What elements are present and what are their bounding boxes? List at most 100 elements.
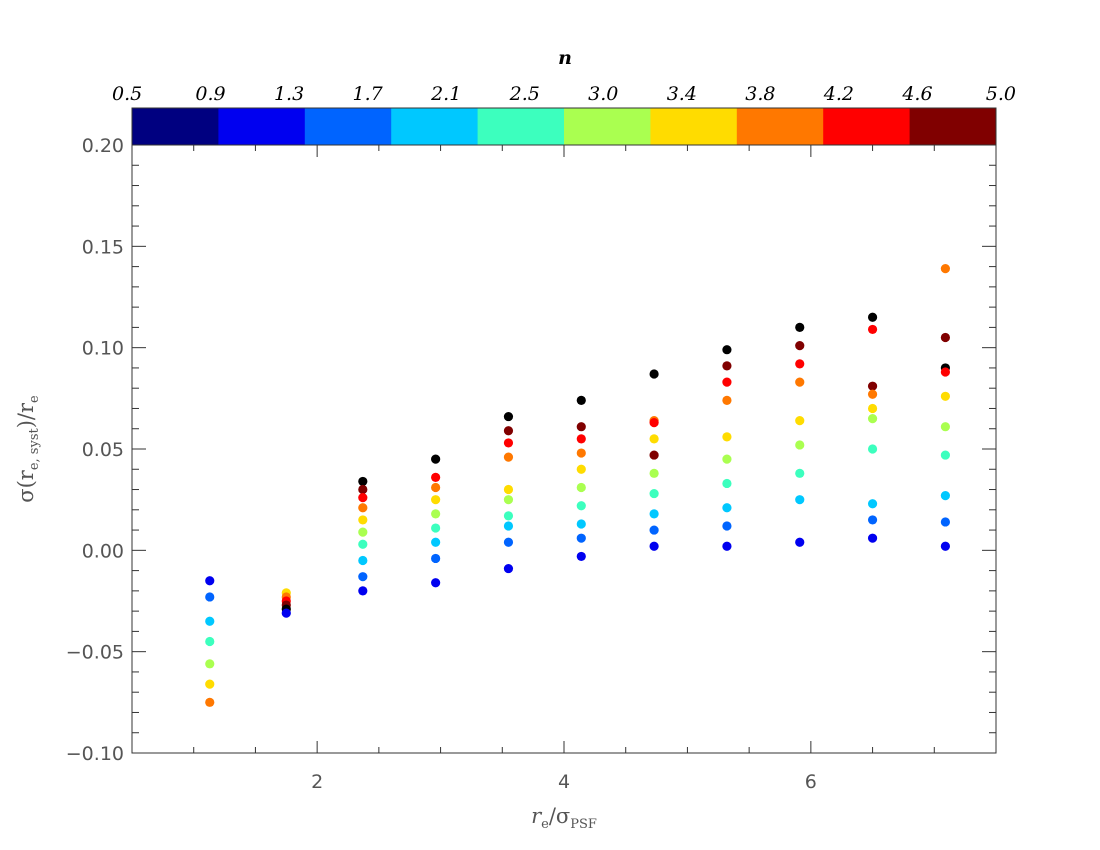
data-point — [649, 525, 659, 535]
data-point — [867, 414, 878, 424]
colorbar-tick-label: 3.4 — [667, 83, 697, 105]
data-point — [431, 472, 441, 482]
data-point — [722, 478, 732, 489]
data-point — [503, 495, 514, 505]
data-point — [576, 395, 586, 405]
data-point — [576, 422, 586, 432]
data-point — [722, 541, 732, 551]
data-point — [358, 493, 368, 503]
data-point — [431, 537, 441, 547]
x-tick-labels: 2 4 6 — [311, 771, 817, 793]
data-point — [940, 517, 950, 527]
colorbar-tick-label: 3.8 — [745, 83, 775, 105]
data-point — [431, 553, 441, 564]
data-point — [431, 482, 441, 493]
data-point — [867, 533, 878, 543]
data-points — [205, 264, 950, 707]
data-point — [795, 359, 805, 369]
colorbar-tick-label: 4.6 — [901, 83, 932, 105]
data-point — [205, 679, 215, 689]
data-point — [649, 434, 659, 444]
data-point — [649, 369, 659, 379]
colorbar-segment — [132, 108, 219, 145]
data-point — [940, 450, 950, 460]
data-point — [867, 499, 878, 509]
data-point — [503, 521, 514, 531]
data-point — [795, 377, 805, 387]
data-point — [940, 367, 950, 377]
data-point — [503, 426, 514, 436]
data-point — [649, 488, 659, 499]
colorbar-tick-label: 5.0 — [986, 83, 1016, 105]
data-point — [503, 484, 514, 495]
data-point — [576, 464, 586, 474]
data-point — [431, 523, 441, 533]
data-point — [503, 511, 514, 521]
colorbar-segment — [650, 108, 738, 145]
data-point — [358, 476, 368, 487]
data-point — [940, 391, 950, 401]
colorbar-segment — [218, 108, 306, 145]
data-point — [867, 312, 878, 322]
axis-ticks — [132, 144, 997, 754]
data-point — [503, 563, 514, 574]
colorbar-segment — [477, 108, 565, 145]
y-tick-label: 0.00 — [82, 540, 124, 562]
data-point — [649, 541, 659, 551]
data-point — [867, 403, 878, 414]
data-point — [358, 555, 368, 566]
y-tick-label: 0.10 — [82, 338, 124, 360]
plot-frame — [131, 144, 997, 754]
data-point — [722, 345, 732, 355]
data-point — [940, 264, 950, 274]
data-point — [722, 503, 732, 513]
data-point — [722, 432, 732, 442]
data-point — [431, 495, 441, 505]
data-point — [358, 572, 368, 582]
x-tick-label: 2 — [311, 771, 323, 793]
data-point — [205, 636, 215, 647]
data-point — [358, 503, 368, 513]
data-point — [795, 440, 805, 450]
data-point — [795, 537, 805, 547]
data-point — [649, 450, 659, 460]
data-point — [722, 377, 732, 387]
data-point — [205, 659, 215, 669]
colorbar-title: n — [558, 47, 572, 69]
colorbar-tick-label: 2.5 — [509, 83, 540, 105]
x-tick-label: 6 — [805, 771, 817, 793]
colorbar-tick-label: 1.7 — [353, 83, 384, 105]
colorbar-tick-label: 4.2 — [823, 83, 854, 105]
colorbar-tick-label: 0.9 — [195, 83, 225, 105]
data-point — [576, 519, 586, 529]
data-point — [503, 438, 514, 448]
data-point — [940, 541, 950, 551]
data-point — [358, 484, 368, 495]
data-point — [722, 395, 732, 405]
data-point — [503, 537, 514, 547]
data-point — [940, 332, 950, 343]
colorbar-tick-label: 2.1 — [430, 83, 461, 105]
data-point — [431, 454, 441, 464]
data-point — [867, 324, 878, 335]
data-point — [722, 454, 732, 464]
data-point — [795, 495, 805, 505]
x-tick-label: 4 — [558, 771, 570, 793]
data-point — [795, 322, 805, 332]
data-point — [649, 509, 659, 519]
y-tick-label: 0.05 — [82, 439, 124, 461]
colorbar-segment — [391, 108, 479, 145]
colorbar-tick-label: 3.0 — [588, 83, 618, 105]
data-point — [576, 448, 586, 458]
data-point — [431, 578, 441, 588]
y-tick-label: −0.10 — [66, 743, 124, 765]
data-point — [940, 422, 950, 432]
data-point — [795, 468, 805, 478]
data-point — [503, 452, 514, 462]
y-axis-title: σ(re, syst)/re — [14, 395, 42, 503]
data-point — [649, 418, 659, 428]
data-point — [576, 482, 586, 493]
colorbar-segment — [736, 108, 824, 145]
data-point — [358, 515, 368, 525]
colorbar — [131, 107, 997, 146]
